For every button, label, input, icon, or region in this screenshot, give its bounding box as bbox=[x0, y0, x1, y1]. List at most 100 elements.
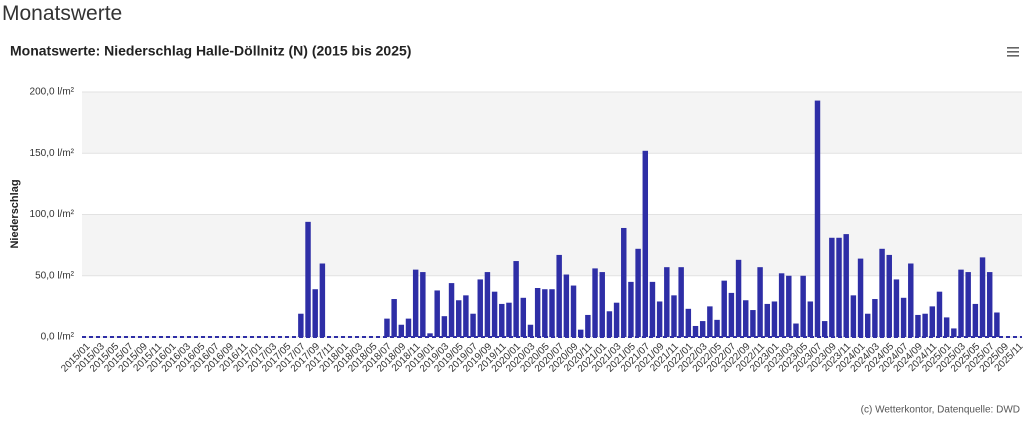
grid-band bbox=[82, 214, 1022, 276]
bar bbox=[534, 288, 541, 337]
bar bbox=[721, 280, 727, 337]
bar bbox=[642, 150, 649, 337]
bar bbox=[671, 295, 677, 337]
bar bbox=[448, 283, 455, 337]
page-title: Monatswerte bbox=[2, 2, 123, 25]
bar bbox=[434, 290, 440, 337]
bar bbox=[979, 257, 986, 337]
bar bbox=[879, 248, 885, 337]
bar bbox=[793, 323, 799, 337]
bar bbox=[455, 300, 462, 337]
bar bbox=[570, 285, 577, 337]
bar bbox=[592, 268, 598, 337]
bar bbox=[814, 100, 821, 337]
bar bbox=[506, 302, 512, 337]
bar bbox=[499, 303, 505, 337]
bar bbox=[764, 303, 770, 337]
bar bbox=[685, 308, 692, 337]
credits: (c) Wetterkontor, Datenquelle: DWD bbox=[861, 405, 1020, 416]
bar bbox=[477, 279, 483, 337]
bar bbox=[821, 321, 828, 337]
y-tick-label: 0,0 l/m² bbox=[41, 332, 75, 343]
bar bbox=[936, 291, 943, 337]
bar bbox=[613, 302, 620, 337]
bar bbox=[441, 316, 448, 337]
bar bbox=[621, 227, 627, 337]
bar bbox=[656, 301, 663, 337]
bar bbox=[405, 318, 412, 337]
bar bbox=[757, 267, 763, 337]
bar bbox=[922, 313, 928, 337]
bar bbox=[692, 325, 699, 337]
bar bbox=[563, 274, 570, 337]
bar bbox=[829, 237, 835, 337]
chart-title: Monatswerte: Niederschlag Halle-Döllnitz… bbox=[10, 43, 411, 59]
bar bbox=[965, 272, 971, 337]
bar bbox=[606, 311, 613, 337]
bar bbox=[678, 267, 684, 337]
bar bbox=[800, 275, 806, 337]
bar bbox=[728, 292, 735, 337]
bar bbox=[929, 306, 936, 337]
bar bbox=[384, 318, 390, 337]
bar bbox=[484, 272, 491, 337]
bar bbox=[427, 333, 433, 337]
bar bbox=[635, 248, 641, 337]
bar bbox=[398, 324, 405, 337]
bar bbox=[750, 310, 756, 337]
bar bbox=[707, 306, 713, 337]
bar bbox=[958, 269, 964, 337]
bar bbox=[312, 289, 318, 337]
bar bbox=[391, 299, 397, 337]
bar bbox=[908, 263, 914, 337]
bar bbox=[893, 279, 900, 337]
bar bbox=[649, 281, 656, 337]
bar bbox=[771, 301, 778, 337]
bar bbox=[664, 267, 670, 337]
bar bbox=[951, 328, 957, 337]
bar bbox=[585, 314, 591, 337]
bar bbox=[549, 289, 555, 337]
y-axis-label: Niederschlag bbox=[9, 179, 21, 248]
bar bbox=[986, 272, 993, 337]
bar bbox=[699, 321, 706, 337]
menu-icon[interactable] bbox=[1007, 47, 1019, 57]
bar bbox=[420, 272, 426, 337]
bar bbox=[857, 258, 864, 337]
bar bbox=[577, 329, 584, 337]
bar bbox=[994, 312, 1000, 337]
bar bbox=[298, 313, 304, 337]
bar bbox=[542, 289, 548, 337]
bar bbox=[599, 272, 605, 337]
bar bbox=[412, 269, 419, 337]
bar bbox=[527, 324, 534, 337]
y-tick-label: 100,0 l/m² bbox=[30, 209, 75, 220]
bar bbox=[628, 281, 634, 337]
y-tick-label: 150,0 l/m² bbox=[30, 148, 75, 159]
y-tick-label: 50,0 l/m² bbox=[35, 270, 75, 281]
bar bbox=[872, 299, 878, 337]
bar bbox=[305, 221, 311, 337]
bar bbox=[915, 314, 921, 337]
bar bbox=[807, 301, 814, 337]
bar bbox=[556, 254, 562, 337]
bar bbox=[491, 291, 498, 337]
bar bbox=[786, 275, 792, 337]
bar bbox=[850, 295, 857, 337]
bar bbox=[520, 297, 527, 337]
bar bbox=[864, 313, 871, 337]
bar bbox=[972, 303, 979, 337]
bar bbox=[778, 273, 785, 337]
bar bbox=[513, 261, 519, 337]
bar bbox=[836, 237, 842, 337]
bar bbox=[735, 259, 742, 337]
bar bbox=[843, 234, 849, 337]
bar bbox=[943, 317, 950, 337]
grid-band bbox=[82, 92, 1022, 154]
y-tick-label: 200,0 l/m² bbox=[30, 87, 75, 98]
bar bbox=[319, 263, 326, 337]
bar bbox=[470, 313, 476, 337]
bar bbox=[743, 300, 749, 337]
